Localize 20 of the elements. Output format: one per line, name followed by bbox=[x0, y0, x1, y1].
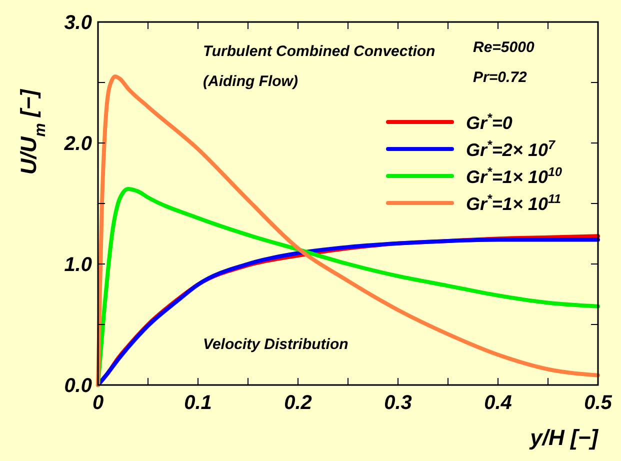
x-tick-label: 0.5 bbox=[584, 392, 613, 414]
y-tick-label: 2.0 bbox=[63, 133, 92, 155]
y-tick-label: 3.0 bbox=[64, 12, 92, 34]
x-tick-label: 0.2 bbox=[284, 392, 312, 414]
legend-label: Gr$^{*}$=1× 10$^{11}$ bbox=[466, 192, 562, 214]
x-tick-label: 0.1 bbox=[184, 392, 212, 414]
y-tick-label: 1.0 bbox=[64, 254, 92, 276]
annotation: Velocity Distribution bbox=[203, 336, 348, 353]
annotation: Turbulent Combined Convection bbox=[203, 43, 436, 60]
x-axis-title: y/H [−] bbox=[529, 425, 599, 450]
legend-label: Gr$^{*}$=0 bbox=[466, 111, 512, 133]
legend-label: Gr$^{*}$=2× 10$^{7}$ bbox=[466, 138, 556, 160]
annotation: (Aiding Flow) bbox=[203, 73, 298, 90]
x-tick-label: 0 bbox=[92, 392, 104, 414]
y-tick-label: 0.0 bbox=[64, 375, 92, 397]
x-tick-label: 0.3 bbox=[384, 392, 412, 414]
legend-label: Gr$^{*}$=1× 10$^{10}$ bbox=[466, 165, 562, 187]
annotation: Re=5000 bbox=[473, 39, 535, 56]
annotation: Pr=0.72 bbox=[473, 69, 528, 86]
x-tick-label: 0.4 bbox=[484, 392, 512, 414]
